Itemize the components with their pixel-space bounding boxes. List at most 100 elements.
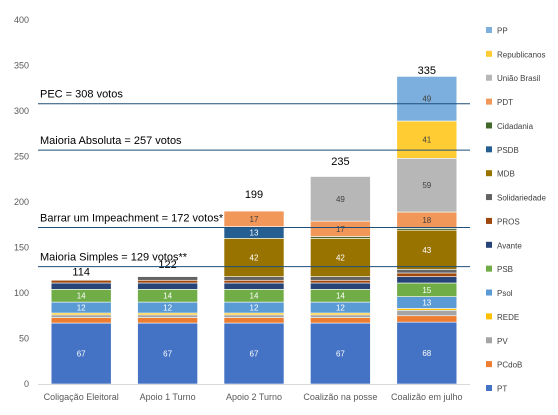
bar-segment (223, 210, 285, 227)
bar-segment-label: 18 (422, 216, 431, 225)
bar-segment (396, 158, 458, 213)
bar-segment (137, 317, 198, 324)
bar-segment-label: 42 (336, 254, 345, 263)
bar-segment (137, 314, 198, 318)
bar-total-label: 335 (418, 65, 436, 77)
legend-swatch (486, 265, 492, 272)
bar-segment-label: 13 (422, 299, 431, 308)
bar-segment-label: 17 (336, 225, 345, 234)
x-tick-label: Coalizão em julho (391, 392, 463, 402)
bar-segment-label: 59 (422, 181, 431, 190)
bar-segment-label: 13 (250, 228, 259, 237)
bar-segment-label: 12 (163, 304, 172, 313)
bar-totals: 114 122 199 235 335 (72, 65, 436, 278)
legend-swatch (486, 170, 492, 177)
bars: 67 12 14 67 12 14 67 12 14 42 13 17 67 12 14 42 17 49 68 13… (50, 76, 458, 385)
bar-segment-label: 17 (250, 215, 259, 224)
x-tick-label: Apoio 2 Turno (226, 392, 282, 402)
legend-swatch (486, 337, 492, 344)
bar-segment-label: 15 (422, 286, 431, 295)
x-tick-label: Coalizão na posse (303, 392, 377, 402)
bar-total-label: 122 (158, 259, 176, 271)
bar-segment-label: 12 (250, 304, 259, 313)
legend-swatch (486, 98, 492, 105)
legend-item: REDE (497, 313, 519, 322)
bar-segment-label: 49 (422, 95, 431, 104)
bar-segment (223, 322, 285, 385)
bar-segment (50, 317, 112, 324)
bar-segment (310, 276, 371, 281)
y-tick-label: 400 (14, 15, 29, 25)
bar-segment (396, 321, 458, 385)
legend-item: PSB (497, 265, 513, 274)
reference-line-label: Barrar um Impeachment = 172 votos* (40, 212, 224, 224)
legend-item: PROS (497, 217, 520, 226)
bar-segment (137, 276, 198, 281)
bar-segment (396, 76, 458, 122)
reference-lines: PEC = 308 votos Maioria Absoluta = 257 vo… (38, 89, 470, 268)
bar-segment-label: 67 (163, 350, 172, 359)
bar-segment-label: 14 (77, 292, 86, 301)
bar-segment (310, 176, 371, 222)
bar-segment-label: 49 (336, 195, 345, 204)
legend-swatch (486, 74, 492, 81)
bar-segment (396, 315, 458, 323)
legend-swatch (486, 194, 492, 201)
y-tick-label: 200 (14, 197, 29, 207)
legend-swatch (486, 241, 492, 248)
y-tick-label: 300 (14, 106, 29, 116)
bar-segment (396, 120, 458, 159)
bar-segment-label: 67 (336, 350, 345, 359)
y-tick-label: 150 (14, 243, 29, 253)
bar-segment (310, 317, 371, 324)
bar-segment (396, 309, 458, 317)
bar-segment-label: 14 (250, 292, 259, 301)
bar-segment (137, 282, 198, 290)
bar-segment (50, 279, 112, 284)
bar-segment-label: 14 (163, 292, 172, 301)
bar-total-label: 199 (245, 189, 263, 201)
bar-segment-label: 43 (422, 246, 431, 255)
legend: PP Republicanos União Brasil PDT Cidadania PS… (486, 27, 546, 394)
legend-item: Psol (497, 289, 513, 298)
legend-item: PDT (497, 98, 513, 107)
bar-segment (223, 282, 285, 290)
bar-segment (50, 322, 112, 385)
bar-segment (396, 272, 458, 277)
bar-segment-label: 67 (77, 350, 86, 359)
legend-item: PT (497, 385, 507, 394)
bar-segment-label: 41 (422, 136, 431, 145)
bar-total-label: 235 (331, 156, 349, 168)
bar-segment (310, 279, 371, 284)
legend-item: PCdoB (497, 361, 522, 370)
bar-segment-label: 12 (77, 304, 86, 313)
bar-segment (137, 322, 198, 385)
bar-segment (310, 238, 371, 277)
bar-segment-label: 67 (250, 350, 259, 359)
y-tick-label: 0 (24, 379, 29, 389)
reference-line-label: PEC = 308 votos (40, 89, 123, 101)
bar-segment (50, 314, 112, 318)
bar-segment (223, 317, 285, 324)
legend-item: MDB (497, 170, 515, 179)
bar-segment-label: 12 (336, 304, 345, 313)
legend-item: PSDB (497, 146, 519, 155)
legend-swatch (486, 122, 492, 129)
legend-swatch (486, 385, 492, 391)
legend-swatch (486, 361, 492, 368)
legend-swatch (486, 217, 492, 224)
legend-item: Solidariedade (497, 194, 546, 203)
legend-swatch (486, 27, 492, 33)
x-tick-label: Coligação Eleitoral (44, 392, 119, 402)
y-axis: 0 50 100 150 200 250 300 350 400 (14, 15, 29, 389)
legend-item: União Brasil (497, 74, 540, 83)
bar-segment (223, 314, 285, 318)
bar-segment (396, 269, 458, 274)
legend-item: PV (497, 337, 508, 346)
bar-segment-label: 68 (422, 349, 431, 358)
bar-segment (223, 276, 285, 281)
legend-item: Republicanos (497, 50, 545, 59)
bar-segment-label: 14 (336, 292, 345, 301)
legend-item: Avante (497, 241, 522, 250)
